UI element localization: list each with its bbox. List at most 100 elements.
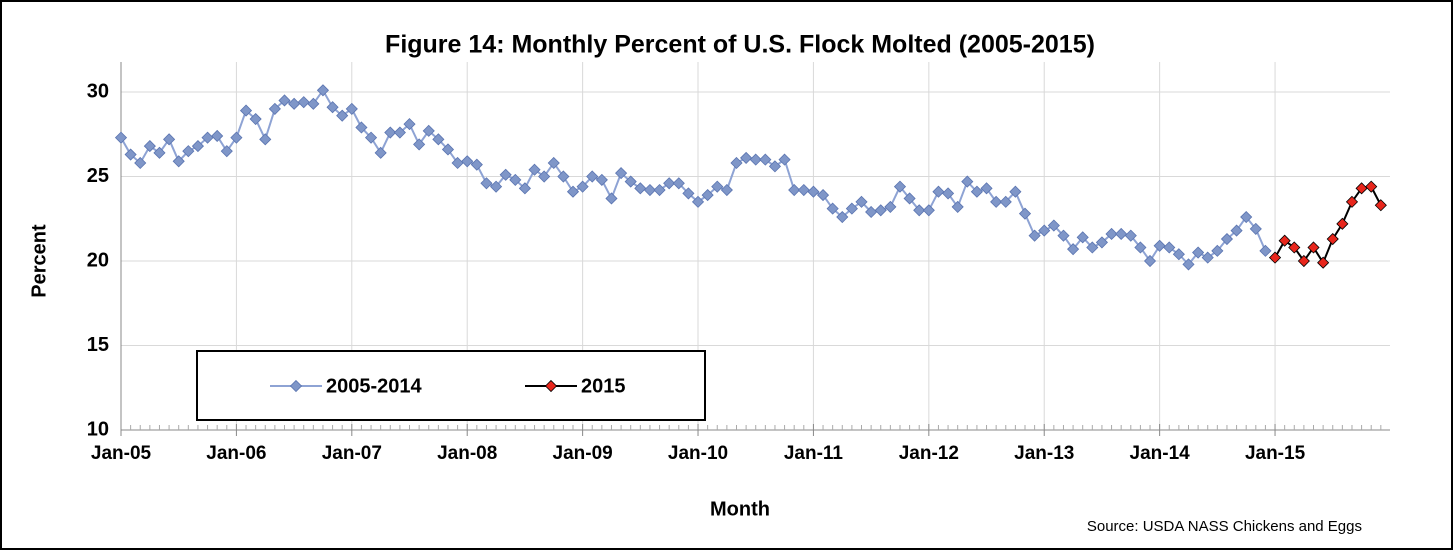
data-point (1240, 210, 1253, 224)
data-point (1220, 232, 1234, 246)
data-point (1124, 229, 1137, 242)
data-point (239, 104, 253, 117)
data-point (961, 175, 974, 188)
data-point (1249, 222, 1262, 235)
data-point (1336, 217, 1349, 230)
data-point (1153, 239, 1166, 252)
x-axis-title: Month (710, 498, 770, 520)
data-point (749, 153, 762, 166)
data-point (134, 156, 147, 170)
data-point (663, 177, 676, 190)
data-point (489, 180, 503, 193)
data-point (1057, 229, 1070, 242)
data-point (1038, 224, 1051, 237)
data-point (182, 145, 195, 158)
data-point (432, 133, 445, 146)
data-point (711, 180, 724, 193)
data-point (797, 183, 810, 197)
data-point (172, 155, 185, 168)
x-tick-label: Jan-14 (1130, 443, 1191, 464)
data-point (403, 118, 416, 131)
source-note: Source: USDA NASS Chickens and Eggs (1087, 518, 1362, 535)
x-tick-label: Jan-07 (322, 443, 382, 464)
data-point (653, 183, 666, 197)
x-tick-label: Jan-15 (1245, 443, 1306, 464)
data-point (884, 200, 897, 213)
data-point (922, 204, 935, 217)
data-point (1192, 246, 1205, 259)
data-point (1115, 227, 1128, 241)
data-point (624, 175, 637, 188)
data-point (191, 140, 205, 153)
data-point (990, 195, 1003, 208)
data-point (836, 210, 849, 224)
chart-title: Figure 14: Monthly Percent of U.S. Flock… (385, 31, 1095, 59)
data-point (249, 112, 262, 126)
data-point (941, 187, 955, 200)
data-point (1182, 258, 1195, 271)
y-tick-label: 10 (87, 418, 109, 440)
data-point (855, 195, 868, 208)
data-point (970, 185, 983, 198)
data-point (701, 189, 714, 202)
data-point (807, 185, 820, 198)
data-point (1047, 219, 1060, 232)
data-point (1095, 236, 1108, 249)
data-point (768, 160, 782, 173)
data-point (114, 131, 128, 144)
data-point (153, 146, 166, 159)
data-point (220, 145, 233, 158)
data-point (1278, 234, 1291, 247)
data-point (1076, 231, 1089, 244)
data-point (355, 121, 368, 134)
data-point (259, 133, 272, 146)
data-point (874, 204, 887, 217)
plot-area (114, 84, 1387, 271)
data-point (557, 170, 570, 183)
data-point (1067, 243, 1080, 256)
data-point (288, 97, 301, 110)
data-point (1288, 241, 1301, 254)
data-point (643, 183, 657, 197)
data-point (980, 182, 993, 195)
data-point (230, 131, 243, 144)
data-point (1009, 185, 1022, 198)
data-point (470, 158, 483, 171)
data-point (345, 102, 358, 115)
data-point (691, 195, 705, 208)
data-point (384, 126, 397, 139)
x-tick-label: Jan-12 (899, 443, 959, 464)
data-point (1345, 195, 1359, 208)
data-point (826, 202, 839, 215)
data-point (1028, 229, 1041, 242)
data-point (576, 180, 589, 193)
data-point (1365, 180, 1378, 193)
data-point (566, 185, 580, 198)
data-point (547, 156, 560, 170)
data-point (451, 156, 464, 170)
data-point (605, 192, 618, 205)
data-point (124, 148, 137, 161)
data-point (845, 202, 858, 215)
data-point (903, 192, 916, 205)
data-point (893, 180, 907, 193)
y-axis-title: Percent (28, 224, 50, 298)
data-point (364, 131, 378, 144)
data-point (1163, 241, 1176, 254)
data-point (336, 109, 349, 122)
data-point (297, 96, 310, 109)
data-point (316, 84, 330, 97)
data-point (778, 153, 791, 166)
data-point (951, 200, 964, 213)
x-tick-label: Jan-13 (1014, 443, 1074, 464)
x-tick-label: Jan-08 (437, 443, 497, 464)
x-tick-label: Jan-06 (206, 443, 266, 464)
data-point (634, 182, 647, 195)
data-point (211, 129, 224, 143)
legend (196, 350, 706, 421)
data-point (518, 182, 531, 195)
y-tick-label: 15 (87, 334, 109, 356)
data-point (1201, 251, 1214, 264)
data-point (595, 173, 608, 186)
